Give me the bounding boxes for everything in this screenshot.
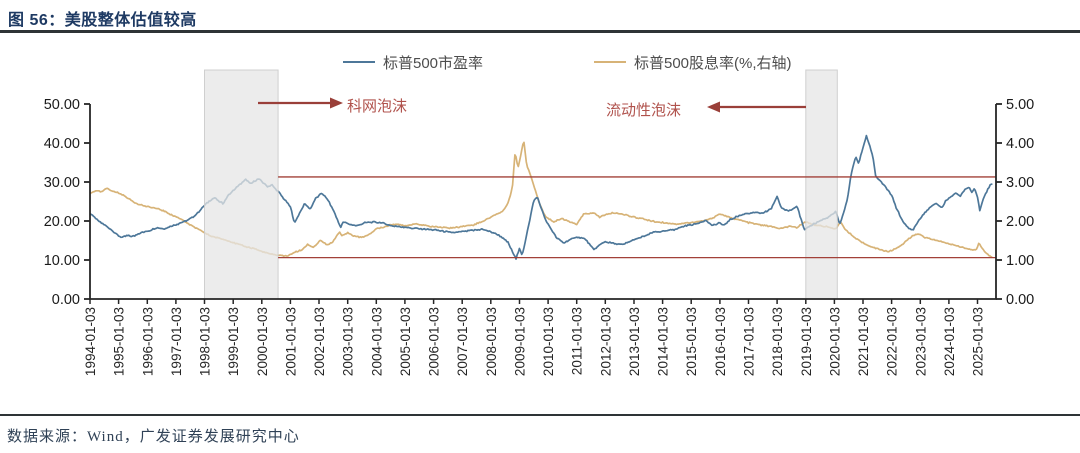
data-source-text: 数据来源：Wind，广发证券发展研究中心 [7,429,300,445]
y-left-tick-label: 10.00 [44,253,80,269]
x-tick-label: 2015-01-03 [684,307,699,376]
legend-item-pe: 标普500市盈率 [343,54,484,72]
x-tick-label: 2024-01-03 [942,307,957,376]
y-left-tick-label: 20.00 [44,214,80,230]
x-tick-label: 2017-01-03 [742,307,757,376]
dy-line-swatch [594,61,626,63]
x-tick-label: 2004-01-03 [369,307,384,376]
x-tick-label: 2023-01-03 [913,307,928,376]
x-tick-label: 2005-01-03 [398,307,413,376]
pe-line-swatch [343,61,375,63]
x-tick-label: 2000-01-03 [255,307,270,376]
x-tick-label: 1995-01-03 [112,307,127,376]
y-right-tick-label: 5.00 [1006,97,1034,113]
y-left-tick-label: 30.00 [44,175,80,191]
legend-label-pe: 标普500市盈率 [383,54,484,72]
x-tick-label: 1994-01-03 [83,307,98,376]
y-left-tick-label: 0.00 [52,292,80,308]
x-tick-label: 2001-01-03 [283,307,298,376]
y-right-tick-label: 1.00 [1006,253,1034,269]
x-tick-label: 1999-01-03 [226,307,241,376]
x-tick-label: 2012-01-03 [598,307,613,376]
y-left-tick-label: 40.00 [44,136,80,152]
x-tick-label: 2013-01-03 [627,307,642,376]
x-tick-label: 2006-01-03 [427,307,442,376]
dotcom-bubble-region [204,69,279,300]
x-tick-label: 2002-01-03 [312,307,327,376]
x-tick-label: 2025-01-03 [971,307,986,376]
x-tick-label: 2014-01-03 [656,307,671,376]
x-tick-label: 2021-01-03 [856,307,871,376]
legend-item-dy: 标普500股息率(%,右轴) [594,54,792,72]
x-tick-label: 2009-01-03 [513,307,528,376]
liquidity-bubble-annotation: 流动性泡沫 [606,102,682,119]
x-tick-label: 2010-01-03 [541,307,556,376]
axes [89,104,997,300]
x-tick-label: 1998-01-03 [198,307,213,376]
x-tick-label: 2020-01-03 [827,307,842,376]
x-tick-label: 1997-01-03 [169,307,184,376]
x-tick-label: 2018-01-03 [770,307,785,376]
y-right-tick-label: 2.00 [1006,214,1034,230]
dotcom-bubble-annotation: 科网泡沫 [347,98,408,115]
liquidity-arrow-head [707,101,720,113]
y-right-tick-label: 3.00 [1006,175,1034,191]
x-tick-label: 2011-01-03 [570,307,585,375]
legend-label-dy: 标普500股息率(%,右轴) [634,54,792,72]
y-right-tick-label: 0.00 [1006,292,1034,308]
x-tick-label: 2019-01-03 [799,307,814,376]
liquidity-bubble-region [805,69,838,300]
x-tick-label: 2008-01-03 [484,307,499,376]
y-left-tick-label: 50.00 [44,97,80,113]
header-rule [0,30,1080,33]
x-tick-label: 2003-01-03 [341,307,356,376]
footer-rule [0,414,1080,416]
y-right-tick-label: 4.00 [1006,136,1034,152]
x-tick-label: 2007-01-03 [455,307,470,376]
figure-title: 图 56：美股整体估值较高 [8,12,197,29]
x-tick-label: 2016-01-03 [713,307,728,376]
x-tick-label: 1996-01-03 [140,307,155,376]
dotcom-arrow-head [330,97,343,109]
x-tick-label: 2022-01-03 [885,307,900,376]
